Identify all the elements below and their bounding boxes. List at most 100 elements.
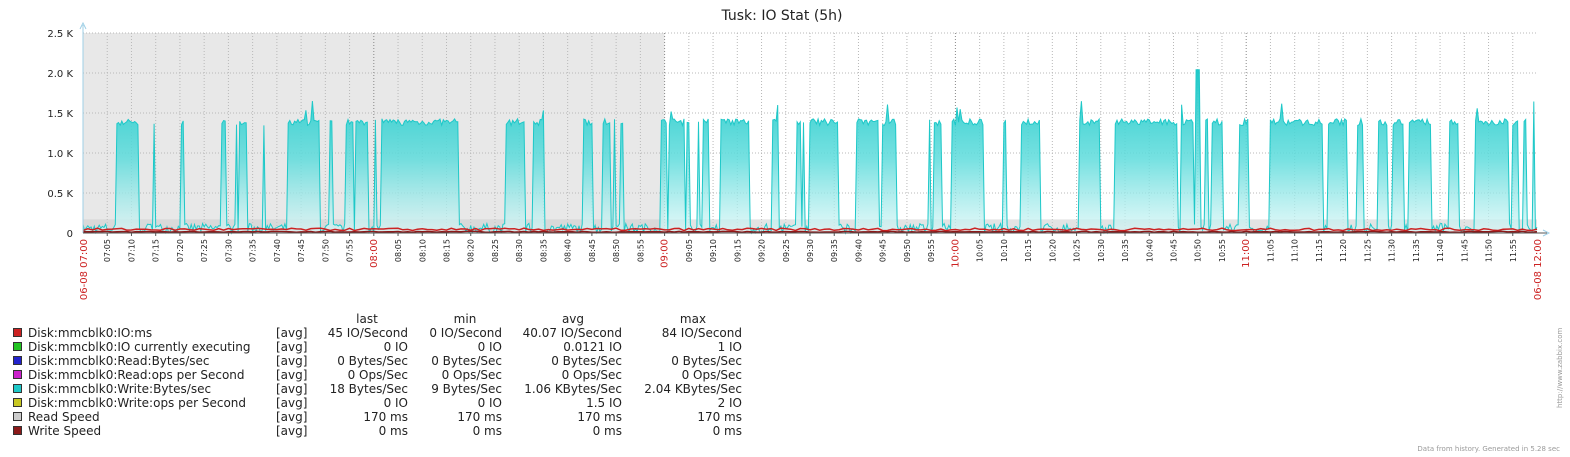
legend-row: Read Speed [avg] 170 ms 170 ms 170 ms 170 ms (0, 410, 760, 424)
x-tick-label: 09:55 (927, 239, 936, 262)
x-tick-label: 07:40 (273, 239, 282, 262)
x-tick-label: 08:10 (418, 239, 427, 262)
x-tick-label: 10:10 (1000, 239, 1009, 262)
legend-row: Disk:mmcblk0:Write:ops per Second [avg] 0 … (0, 396, 760, 410)
legend-item-function: [avg] (276, 396, 308, 410)
legend-value-last: 170 ms (363, 410, 408, 424)
chart-title: Tusk: IO Stat (5h) (720, 8, 842, 24)
legend-value-max: 0 Ops/Sec (681, 368, 742, 382)
legend-item-name: Disk:mmcblk0:Write:ops per Second (28, 396, 247, 410)
legend-value-avg: 0 Bytes/Sec (551, 354, 622, 368)
x-axis-arrow (1542, 229, 1551, 237)
x-tick-label: 11:35 (1412, 239, 1421, 262)
x-tick-label: 07:50 (321, 239, 330, 262)
x-axis-ticks: 07:05 07:10 07:15 07:20 07:25 07:30 07:35 07:40… (79, 233, 1544, 300)
legend-value-avg: 0.0121 IO (563, 340, 622, 354)
y-tick-label: 0.5 K (47, 189, 73, 200)
x-tick-label: 08:00 (369, 239, 380, 268)
legend-value-max: 170 ms (697, 410, 742, 424)
legend-row: Disk:mmcblk0:Read:Bytes/sec [avg] 0 Bytes/… (0, 354, 760, 368)
x-tick-label: 07:10 (127, 239, 136, 262)
footer-note: Data from history. Generated in 5.28 sec (1417, 445, 1560, 453)
x-tick-label: 07:15 (152, 239, 161, 262)
legend-item-name: Disk:mmcblk0:Write:Bytes/sec (28, 382, 212, 396)
x-edge-label: 06-08 07:00 (79, 239, 90, 300)
legend-value-min: 0 IO (477, 396, 502, 410)
legend-item-name: Disk:mmcblk0:IO currently executing (28, 340, 251, 354)
legend-item-function: [avg] (276, 326, 308, 340)
x-tick-label: 10:20 (1048, 239, 1057, 262)
y-tick-label: 1.5 K (47, 109, 73, 120)
watermark: http://www.zabbix.com (1556, 327, 1564, 408)
legend-color-swatch (13, 370, 22, 379)
x-tick-label: 10:15 (1024, 239, 1033, 262)
legend-item-function: [avg] (276, 410, 308, 424)
y-tick-label: 2.5 K (47, 29, 73, 40)
legend-color-swatch (13, 384, 22, 393)
legend-color-swatch (13, 328, 22, 337)
x-tick-label: 11:55 (1509, 239, 1518, 262)
x-tick-label: 09:00 (660, 239, 671, 268)
x-tick-label: 07:35 (249, 239, 258, 262)
legend-row: Write Speed [avg] 0 ms 0 ms 0 ms 0 ms (0, 424, 760, 438)
legend-item-name: Disk:mmcblk0:IO:ms (28, 326, 153, 340)
legend-color-swatch (13, 398, 22, 407)
axes (79, 21, 1551, 237)
legend-value-min: 9 Bytes/Sec (431, 382, 502, 396)
legend-value-min: 170 ms (457, 410, 502, 424)
legend-value-last: 0 IO (383, 340, 408, 354)
legend-value-avg: 170 ms (577, 410, 622, 424)
x-tick-label: 11:25 (1363, 239, 1372, 262)
x-tick-label: 09:35 (830, 239, 839, 262)
x-tick-label: 08:20 (467, 239, 476, 262)
x-tick-label: 09:45 (879, 239, 888, 262)
x-tick-label: 09:30 (806, 239, 815, 262)
series-io-ms (82, 227, 1538, 232)
x-tick-label: 09:40 (854, 239, 863, 262)
y-tick-label: 1.0 K (47, 149, 73, 160)
x-tick-label: 08:50 (612, 239, 621, 262)
x-tick-label: 11:05 (1266, 239, 1275, 262)
x-tick-label: 11:45 (1460, 239, 1469, 262)
x-tick-label: 10:30 (1097, 239, 1106, 262)
legend-item-function: [avg] (276, 340, 308, 354)
x-tick-label: 07:45 (297, 239, 306, 262)
legend-item-name: Disk:mmcblk0:Read:ops per Second (28, 368, 245, 382)
legend-header-max: max (679, 312, 707, 326)
y-axis-arrow (79, 21, 87, 30)
legend-item-function: [avg] (276, 368, 308, 382)
legend-color-swatch (13, 412, 22, 421)
legend-row: Disk:mmcblk0:Read:ops per Second [avg] 0 O… (0, 368, 760, 382)
x-tick-label: 09:20 (758, 239, 767, 262)
x-tick-label: 11:20 (1339, 239, 1348, 262)
x-tick-label: 09:05 (685, 239, 694, 262)
x-tick-label: 11:40 (1436, 239, 1445, 262)
legend-value-avg: 0 Ops/Sec (561, 368, 622, 382)
legend-value-avg: 0 ms (592, 424, 622, 438)
io-stat-chart: Tusk: IO Stat (5h) 0 0.5 K 1.0 K 1.5 K 2.0 K… (47, 8, 1551, 300)
legend-value-min: 0 IO (477, 340, 502, 354)
legend-value-max: 0 ms (712, 424, 742, 438)
legend-value-last: 0 Ops/Sec (347, 368, 408, 382)
legend-color-swatch (13, 426, 22, 435)
x-tick-label: 08:25 (491, 239, 500, 262)
x-tick-label: 11:10 (1291, 239, 1300, 262)
x-tick-label: 11:30 (1388, 239, 1397, 262)
y-tick-label: 0 (67, 229, 73, 240)
x-tick-label: 07:20 (176, 239, 185, 262)
x-tick-label: 10:00 (950, 239, 961, 268)
legend-item-function: [avg] (276, 354, 308, 368)
series-write-bytes-line (82, 69, 1538, 235)
legend-value-last: 0 ms (378, 424, 408, 438)
x-tick-label: 10:35 (1121, 239, 1130, 262)
legend-row: Disk:mmcblk0:IO:ms [avg] 45 IO/Second 0 IO/… (0, 326, 760, 340)
series-write-speed (82, 230, 1538, 233)
x-tick-label: 09:10 (709, 239, 718, 262)
x-tick-label: 10:40 (1145, 239, 1154, 262)
x-tick-label: 10:05 (976, 239, 985, 262)
legend-color-swatch (13, 342, 22, 351)
legend-row: Disk:mmcblk0:Write:Bytes/sec [avg] 18 Byte… (0, 382, 760, 396)
legend-row: Disk:mmcblk0:IO currently executing [avg]… (0, 340, 760, 354)
legend-header-min: min (453, 312, 477, 326)
x-tick-label: 07:55 (346, 239, 355, 262)
